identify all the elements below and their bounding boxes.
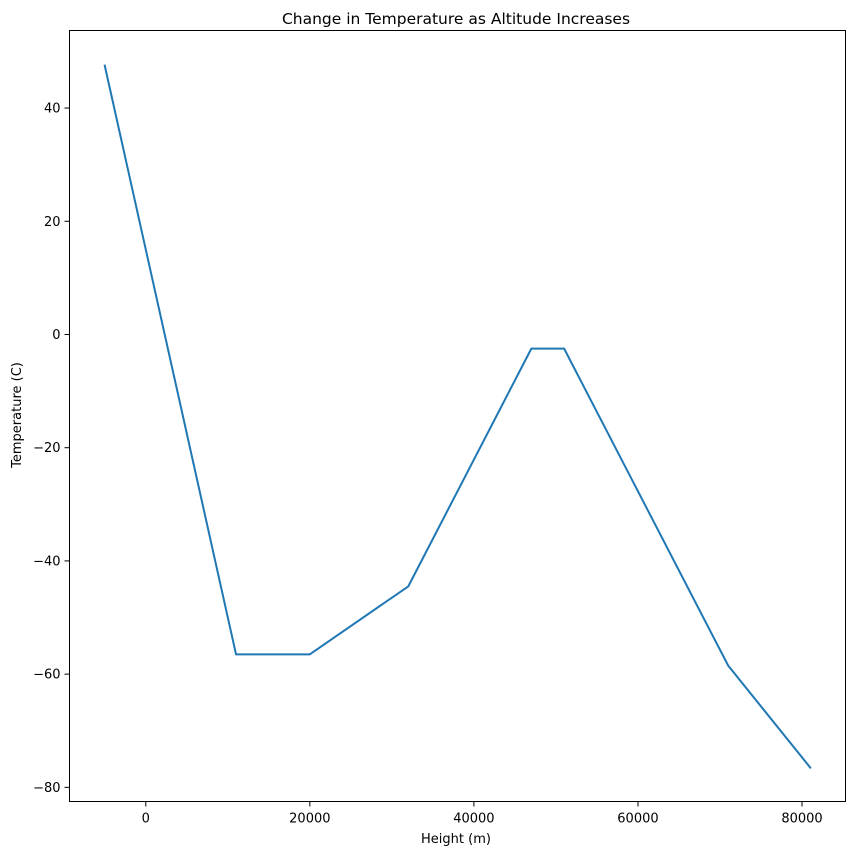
x-axis-label: Height (m) [421, 832, 491, 847]
x-tick-label: 20000 [289, 812, 330, 827]
y-axis-label: Temperature (C) [10, 362, 25, 469]
y-tick-label: 40 [44, 102, 61, 117]
y-axis-ticks: −80 −60 −40 −20 0 20 40 [33, 102, 70, 796]
chart-title: Change in Temperature as Altitude Increa… [282, 10, 630, 28]
x-tick-label: 0 [142, 812, 150, 827]
y-tick-label: 0 [52, 328, 60, 343]
plot-area [69, 30, 846, 802]
y-tick-label: 20 [44, 215, 61, 230]
series-line [103, 64, 812, 769]
y-tick-label: −40 [33, 554, 60, 569]
y-tick-label: −60 [33, 668, 60, 683]
x-tick-label: 60000 [617, 812, 658, 827]
y-tick-label: −80 [33, 781, 60, 796]
x-tick-label: 40000 [453, 812, 494, 827]
y-tick-label: −20 [33, 441, 60, 456]
x-axis-ticks: 0 20000 40000 60000 80000 [142, 801, 823, 827]
x-tick-label: 80000 [781, 812, 822, 827]
